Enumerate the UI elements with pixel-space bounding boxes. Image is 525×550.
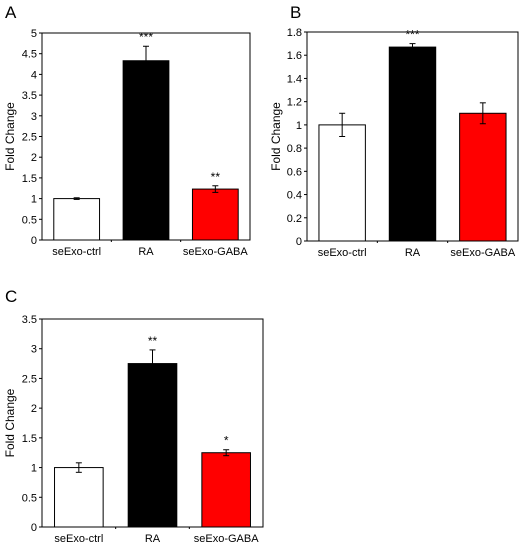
y-tick-label: 4.5 <box>22 49 37 61</box>
bar-2 <box>201 452 251 528</box>
y-axis-label: Fold Change <box>3 102 17 171</box>
x-category-label: seExo-GABA <box>194 533 259 545</box>
x-category-label: seExo-GABA <box>183 246 248 258</box>
bar-1 <box>127 363 178 528</box>
significance-label: * <box>224 434 229 448</box>
y-tick-label: 0.8 <box>287 143 302 155</box>
y-tick-label: 1 <box>31 463 37 475</box>
y-axis-label: Fold Change <box>3 388 17 457</box>
y-tick-label: 2.5 <box>22 132 37 144</box>
y-axis-label: Fold Change <box>269 102 283 171</box>
y-tick-label: 3.5 <box>22 90 37 102</box>
y-tick-label: 5 <box>31 28 37 40</box>
y-tick-label: 1.6 <box>287 50 302 62</box>
y-tick-label: 0 <box>31 522 37 534</box>
x-category-label: RA <box>145 533 161 545</box>
y-tick-label: 1.5 <box>22 173 37 185</box>
significance-label: ** <box>211 170 221 184</box>
x-category-label: seExo-ctrl <box>318 247 367 259</box>
bar-0 <box>54 467 104 528</box>
y-tick-label: 0.4 <box>287 190 302 202</box>
y-tick-label: 2 <box>31 152 37 164</box>
y-tick-label: 4 <box>31 69 37 81</box>
bar-2 <box>459 112 507 242</box>
y-tick-label: 0.6 <box>287 166 302 178</box>
y-tick-label: 1.4 <box>287 73 302 85</box>
y-tick-label: 2.5 <box>22 373 37 385</box>
y-tick-label: 1.8 <box>287 27 302 39</box>
y-tick-label: 2 <box>31 403 37 415</box>
y-tick-label: 0 <box>296 236 302 248</box>
bar-1 <box>388 46 437 242</box>
y-tick-label: 0 <box>31 235 37 247</box>
bar-0 <box>318 124 366 242</box>
panel-label: C <box>5 287 17 306</box>
significance-label: *** <box>405 28 419 42</box>
bar-0 <box>53 198 101 241</box>
bar-1 <box>122 60 170 241</box>
x-category-label: seExo-GABA <box>450 247 515 259</box>
y-tick-label: 3.5 <box>22 314 37 326</box>
x-category-label: RA <box>405 247 421 259</box>
y-tick-label: 1.5 <box>22 433 37 445</box>
y-tick-label: 1.2 <box>287 97 302 109</box>
y-tick-label: 1 <box>296 120 302 132</box>
y-tick-label: 1 <box>31 194 37 206</box>
y-tick-label: 0.2 <box>287 213 302 225</box>
chart-panel-a: A 0 0.5 1 1.5 2 2.5 3 3.5 4 4.5 5 Fold Change seExo-c… <box>3 3 251 258</box>
y-tick-label: 3 <box>31 111 37 123</box>
x-category-label: seExo-ctrl <box>54 533 103 545</box>
bar-2 <box>191 188 239 241</box>
y-tick-label: 0.5 <box>22 492 37 504</box>
panel-label: A <box>5 3 17 22</box>
x-category-label: seExo-ctrl <box>52 246 101 258</box>
chart-panel-b: B 0 0.2 0.4 0.6 0.8 1 1.2 1.4 1.6 1.8 Fold Change se… <box>269 3 519 259</box>
y-tick-label: 3 <box>31 344 37 356</box>
y-tick-label: 0.5 <box>22 214 37 226</box>
panel-label: B <box>290 3 301 22</box>
x-category-label: RA <box>138 246 154 258</box>
significance-label: *** <box>139 30 153 44</box>
significance-label: ** <box>148 334 158 348</box>
